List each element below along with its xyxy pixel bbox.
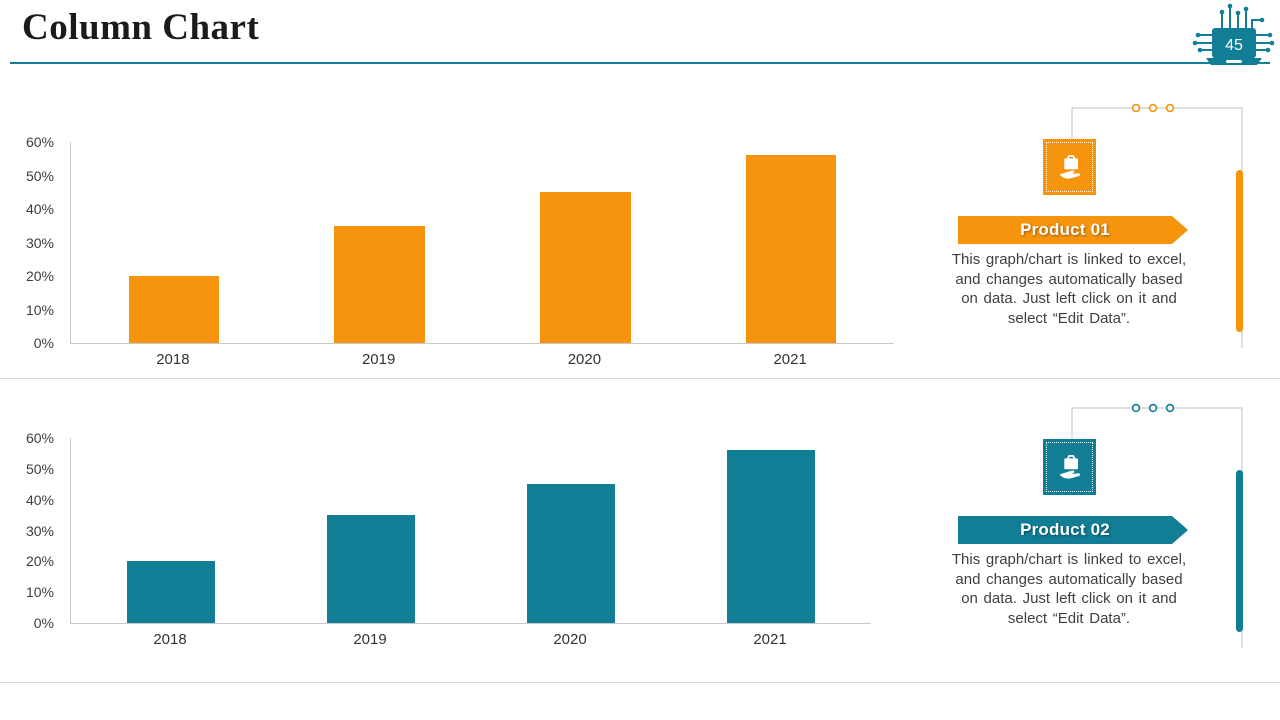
chart-bar[interactable] [745, 155, 837, 343]
x-axis-category-label: 2020 [567, 351, 602, 368]
x-axis-category-label: 2018 [156, 351, 190, 368]
accent-bar [1236, 470, 1243, 632]
y-axis-tick-label: 10% [25, 301, 54, 318]
x-axis-category-label: 2019 [361, 351, 396, 368]
slide-number-badge: 45 [1192, 2, 1276, 68]
y-axis-tick-label: 60% [25, 134, 54, 150]
x-axis-category-label: 2021 [773, 351, 807, 368]
connector-dots [1131, 403, 1175, 413]
y-axis: 0% 10% 20% 30% 40% 50% 60% [0, 134, 62, 351]
hand-holding-briefcase-icon [1043, 439, 1096, 495]
y-axis: 0% 10% 20% 30% 40% 50% 60% [0, 430, 62, 631]
title-underline [10, 62, 1270, 64]
footer-divider [0, 682, 1280, 683]
product-banner-label: Product 02 [1020, 520, 1110, 539]
product-description: This graph/chart is linked to excel, and… [951, 551, 1187, 627]
chart-bar[interactable] [540, 192, 631, 343]
y-axis-tick-label: 40% [25, 491, 54, 508]
x-axis-category-label: 2018 [153, 631, 187, 648]
connector-dots [1131, 103, 1175, 113]
chart-bar[interactable] [127, 561, 215, 623]
column-chart-product-01[interactable]: 0% 10% 20% 30% 40% 50% 60% 2018 2019 2020 2021 [0, 130, 900, 378]
y-axis-tick-label: 0% [33, 615, 54, 631]
page-title: Column Chart [22, 7, 260, 48]
info-panel-product-01: Product 01 This graph/chart is linked to… [950, 100, 1252, 355]
product-banner[interactable]: Product 01 [958, 216, 1188, 244]
y-axis-tick-label: 50% [25, 460, 54, 477]
y-axis-tick-label: 30% [25, 234, 54, 251]
chart-bar[interactable] [327, 515, 415, 623]
y-axis-tick-label: 40% [25, 201, 54, 218]
product-description: This graph/chart is linked to excel, and… [951, 251, 1187, 327]
x-axis-category-label: 2020 [553, 631, 587, 648]
y-axis-tick-label: 50% [25, 167, 54, 184]
info-panel-product-02: Product 02 This graph/chart is linked to… [950, 400, 1252, 655]
section-divider [0, 378, 1280, 379]
slide-number: 45 [1225, 37, 1243, 54]
y-axis-tick-label: 20% [25, 553, 54, 570]
hand-holding-briefcase-icon [1043, 139, 1096, 195]
y-axis-tick-label: 30% [25, 522, 54, 539]
y-axis-tick-label: 10% [25, 584, 54, 601]
chart-bar[interactable] [527, 484, 615, 623]
accent-bar [1236, 170, 1243, 332]
y-axis-tick-label: 0% [33, 335, 54, 351]
x-axis: 2018 2019 2020 2021 [70, 631, 870, 648]
column-chart-product-02[interactable]: 0% 10% 20% 30% 40% 50% 60% 2018 2019 2020 2021 [0, 426, 880, 658]
circuit-laptop-icon: 45 [1192, 3, 1275, 65]
product-banner[interactable]: Product 02 [958, 516, 1188, 544]
y-axis-tick-label: 20% [25, 268, 54, 285]
x-axis-category-label: 2021 [753, 631, 787, 648]
chart-bar[interactable] [128, 276, 220, 343]
plot-area [70, 438, 871, 624]
chart-bar[interactable] [334, 225, 425, 343]
plot-area [70, 142, 894, 344]
y-axis-tick-label: 60% [25, 430, 54, 446]
chart-bar[interactable] [727, 450, 815, 623]
x-axis: 2018 2019 2020 2021 [70, 351, 893, 368]
product-banner-label: Product 01 [1020, 220, 1110, 239]
x-axis-category-label: 2019 [353, 631, 387, 648]
